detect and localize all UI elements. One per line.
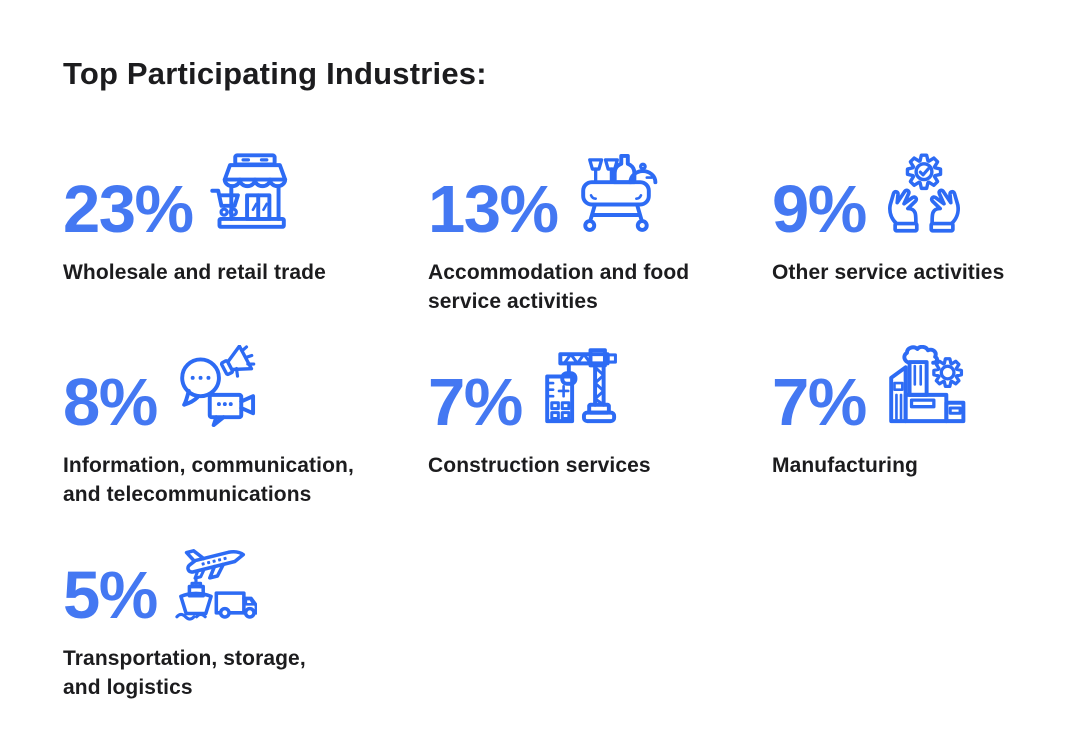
industry-percentage: 7% [772,365,867,441]
industry-label: Wholesale and retail trade [63,261,326,284]
industry-item: 13% Accommodation and food service activ… [428,152,772,345]
industry-percentage: 8% [63,365,158,441]
industry-percentage: 23% [63,172,194,248]
page-title: Top Participating Industries: [63,56,487,91]
industry-stat: 5% [63,538,428,634]
industry-item: 5% Transportation, storage, and logistic… [63,538,428,731]
industry-percentage: 9% [772,172,867,248]
industry-stat: 7% [428,345,772,441]
industry-item: 7% Manufacturing [772,345,1051,538]
industry-label: Accommodation and food service activitie… [428,261,690,313]
industry-stat: 13% [428,152,772,248]
factory-icon [882,345,966,429]
industry-stat: 8% [63,345,428,441]
crane-icon [538,345,622,429]
food-cart-icon [574,152,658,236]
storefront-icon [209,152,293,236]
communication-icon [173,345,257,429]
hands-gear-icon [882,152,966,236]
industry-percentage: 13% [428,172,559,248]
transport-icon [173,538,257,622]
industry-percentage: 5% [63,558,158,634]
industry-item: 9% Other service activities [772,152,1051,345]
industry-grid: 23% Wholesale and retail trade 13% Accom… [63,152,1051,731]
industry-item: 23% Wholesale and retail trade [63,152,428,345]
industry-label: Information, communication, and telecomm… [63,454,354,506]
industry-label: Construction services [428,454,651,477]
industry-item: 8% Information, communication, and telec… [63,345,428,538]
industry-percentage: 7% [428,365,523,441]
industry-stat: 23% [63,152,428,248]
industry-label: Transportation, storage, and logistics [63,647,306,699]
industry-stat: 9% [772,152,1051,248]
industry-stat: 7% [772,345,1051,441]
industry-label: Other service activities [772,261,1005,284]
industry-label: Manufacturing [772,454,918,477]
industry-item: 7% Construction services [428,345,772,538]
